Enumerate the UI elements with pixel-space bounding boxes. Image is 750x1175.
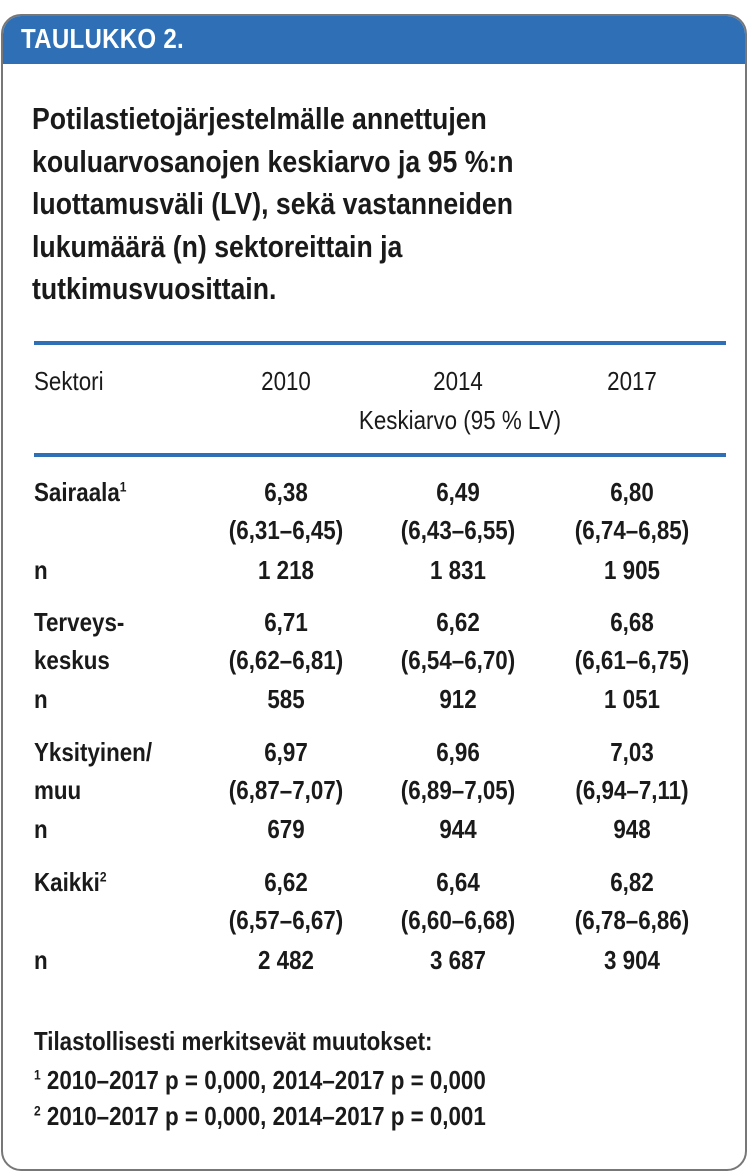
n-value: 679 <box>267 814 305 844</box>
n-value: 585 <box>267 684 305 714</box>
n-value: 912 <box>439 684 477 714</box>
ci-value: (6,61–6,75) <box>574 645 690 675</box>
footnote-marker: 2 <box>34 1102 41 1119</box>
n-value: 1 218 <box>258 555 314 585</box>
n-value: 2 482 <box>258 945 314 975</box>
row-label: muu <box>34 775 82 805</box>
ci-value: (6,87–7,07) <box>228 775 344 805</box>
note-item: 1 2010–2017 p = 0,000, 2014–2017 p = 0,0… <box>34 1065 486 1095</box>
mean-value: 6,68 <box>610 607 654 637</box>
note-item: 2 2010–2017 p = 0,000, 2014–2017 p = 0,0… <box>34 1101 486 1131</box>
ci-value: (6,89–7,05) <box>400 775 516 805</box>
table-header-bar: TAULUKKO 2. <box>3 16 745 64</box>
row-label: Terveys- <box>34 607 125 637</box>
table-title: Potilastietojärjestelmälle annettujen ko… <box>32 98 703 311</box>
title-line: luottamusväli (LV), sekä vastanneiden <box>32 186 514 221</box>
mean-value: 6,71 <box>264 607 308 637</box>
ci-value: (6,74–6,85) <box>574 515 690 545</box>
column-header-sector: Sektori <box>34 366 104 396</box>
ci-value: (6,94–7,11) <box>575 775 689 805</box>
ci-value: (6,60–6,68) <box>400 905 516 935</box>
footnote-marker: 1 <box>34 1066 41 1083</box>
footnote-marker: 2 <box>99 868 107 885</box>
ci-value: (6,78–6,86) <box>574 905 690 935</box>
mean-value: 6,80 <box>610 477 654 507</box>
title-line: lukumäärä (n) sektoreittain ja <box>32 228 403 264</box>
n-value: 1 051 <box>604 684 660 714</box>
n-value: 944 <box>439 814 477 844</box>
title-line: kouluarvosanojen keskiarvo ja 95 %:n <box>32 143 514 179</box>
n-label: n <box>34 555 48 585</box>
footnote-marker: 1 <box>119 478 127 495</box>
row-label: Sairaala1 <box>34 477 127 507</box>
mean-value: 6,62 <box>264 867 308 897</box>
n-label: n <box>34 684 48 714</box>
mean-value: 7,03 <box>610 737 654 767</box>
mean-value: 6,97 <box>264 737 308 767</box>
ci-value: (6,43–6,55) <box>400 515 516 545</box>
n-value: 1 905 <box>604 555 660 585</box>
n-value: 948 <box>613 814 651 844</box>
n-value: 1 831 <box>430 555 486 585</box>
title-line: tutkimusvuosittain. <box>32 271 277 306</box>
table-number-label: TAULUKKO 2. <box>21 23 184 54</box>
row-label: keskus <box>34 645 110 675</box>
row-label: Kaikki2 <box>34 867 107 897</box>
top-rule <box>34 341 726 345</box>
column-subheader: Keskiarvo (95 % LV) <box>358 405 562 435</box>
column-header-year: 2010 <box>261 366 311 396</box>
header-rule <box>34 453 726 457</box>
notes-heading: Tilastollisesti merkitsevät muutokset: <box>34 1026 433 1056</box>
column-header-year: 2014 <box>433 366 483 396</box>
ci-value: (6,54–6,70) <box>400 645 516 675</box>
title-line: Potilastietojärjestelmälle annettujen <box>32 101 487 136</box>
ci-value: (6,31–6,45) <box>228 515 344 545</box>
column-header-year: 2017 <box>607 366 657 396</box>
mean-value: 6,82 <box>610 867 654 897</box>
n-value: 3 687 <box>430 945 486 975</box>
row-label: Yksityinen/ <box>34 737 153 767</box>
mean-value: 6,49 <box>436 477 480 507</box>
mean-value: 6,38 <box>264 477 308 507</box>
n-value: 3 904 <box>604 945 660 975</box>
table-card: TAULUKKO 2. <box>1 14 747 1171</box>
n-label: n <box>34 814 48 844</box>
ci-value: (6,62–6,81) <box>228 645 344 675</box>
mean-value: 6,64 <box>436 867 480 897</box>
n-label: n <box>34 945 48 975</box>
mean-value: 6,96 <box>436 737 480 767</box>
ci-value: (6,57–6,67) <box>228 905 344 935</box>
mean-value: 6,62 <box>436 607 480 637</box>
